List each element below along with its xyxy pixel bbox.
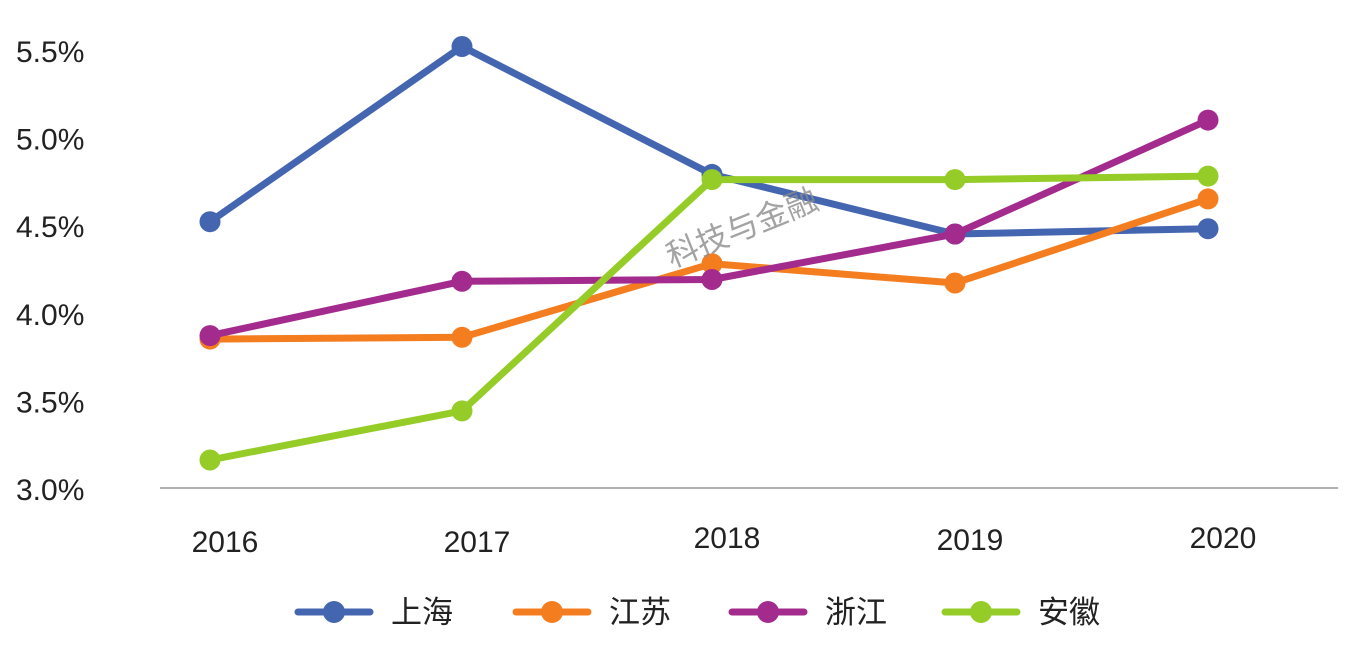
x-tick-label: 2017: [444, 526, 511, 559]
data-point: [199, 211, 221, 233]
data-point: [199, 449, 221, 471]
legend-swatch-marker: [541, 601, 563, 623]
y-tick-label: 4.0%: [16, 299, 84, 332]
data-point: [701, 253, 723, 275]
legend-swatch-marker: [323, 601, 345, 623]
data-point: [944, 223, 966, 245]
y-tick-label: 3.5%: [16, 386, 84, 419]
x-tick-label: 2019: [937, 524, 1004, 557]
x-tick-label: 2016: [192, 526, 259, 559]
legend-item: 江苏: [512, 595, 671, 630]
y-tick-label: 4.5%: [16, 211, 84, 244]
y-axis: 3.0% 3.5% 4.0% 4.5% 5.0% 5.5%: [16, 36, 84, 507]
legend-item: 上海: [294, 595, 453, 630]
legend-swatch-marker: [757, 601, 779, 623]
data-point: [701, 269, 723, 290]
data-point: [451, 270, 473, 292]
x-axis: 2016 2017 2018 2019 2020: [192, 522, 1257, 559]
legend-item: 浙江: [728, 595, 887, 630]
legend-swatch-marker: [970, 601, 992, 623]
series-line-1: [206, 43, 1212, 238]
data-point: [701, 169, 723, 191]
x-tick-label: 2018: [694, 522, 761, 555]
data-point: [451, 400, 473, 422]
legend-label: 安徽: [1038, 595, 1100, 630]
legend: 上海 江苏 浙江 安徽: [294, 595, 1100, 630]
data-point: [944, 169, 966, 191]
y-tick-label: 5.5%: [16, 36, 84, 69]
data-point: [199, 325, 221, 347]
data-point: [1197, 218, 1219, 240]
data-point: [944, 272, 966, 294]
legend-label: 上海: [391, 595, 453, 630]
data-point: [1197, 188, 1219, 210]
data-point: [1197, 109, 1219, 131]
legend-label: 浙江: [825, 595, 887, 630]
series-line-4: [206, 172, 1212, 464]
series-points: [199, 36, 1219, 471]
legend-item: 安徽: [941, 595, 1100, 630]
data-point: [451, 36, 473, 57]
y-tick-label: 5.0%: [16, 124, 84, 157]
y-tick-label: 3.0%: [16, 474, 84, 507]
x-tick-label: 2020: [1190, 522, 1257, 555]
data-point: [1197, 165, 1219, 187]
data-point: [451, 326, 473, 348]
legend-label: 江苏: [609, 595, 671, 630]
